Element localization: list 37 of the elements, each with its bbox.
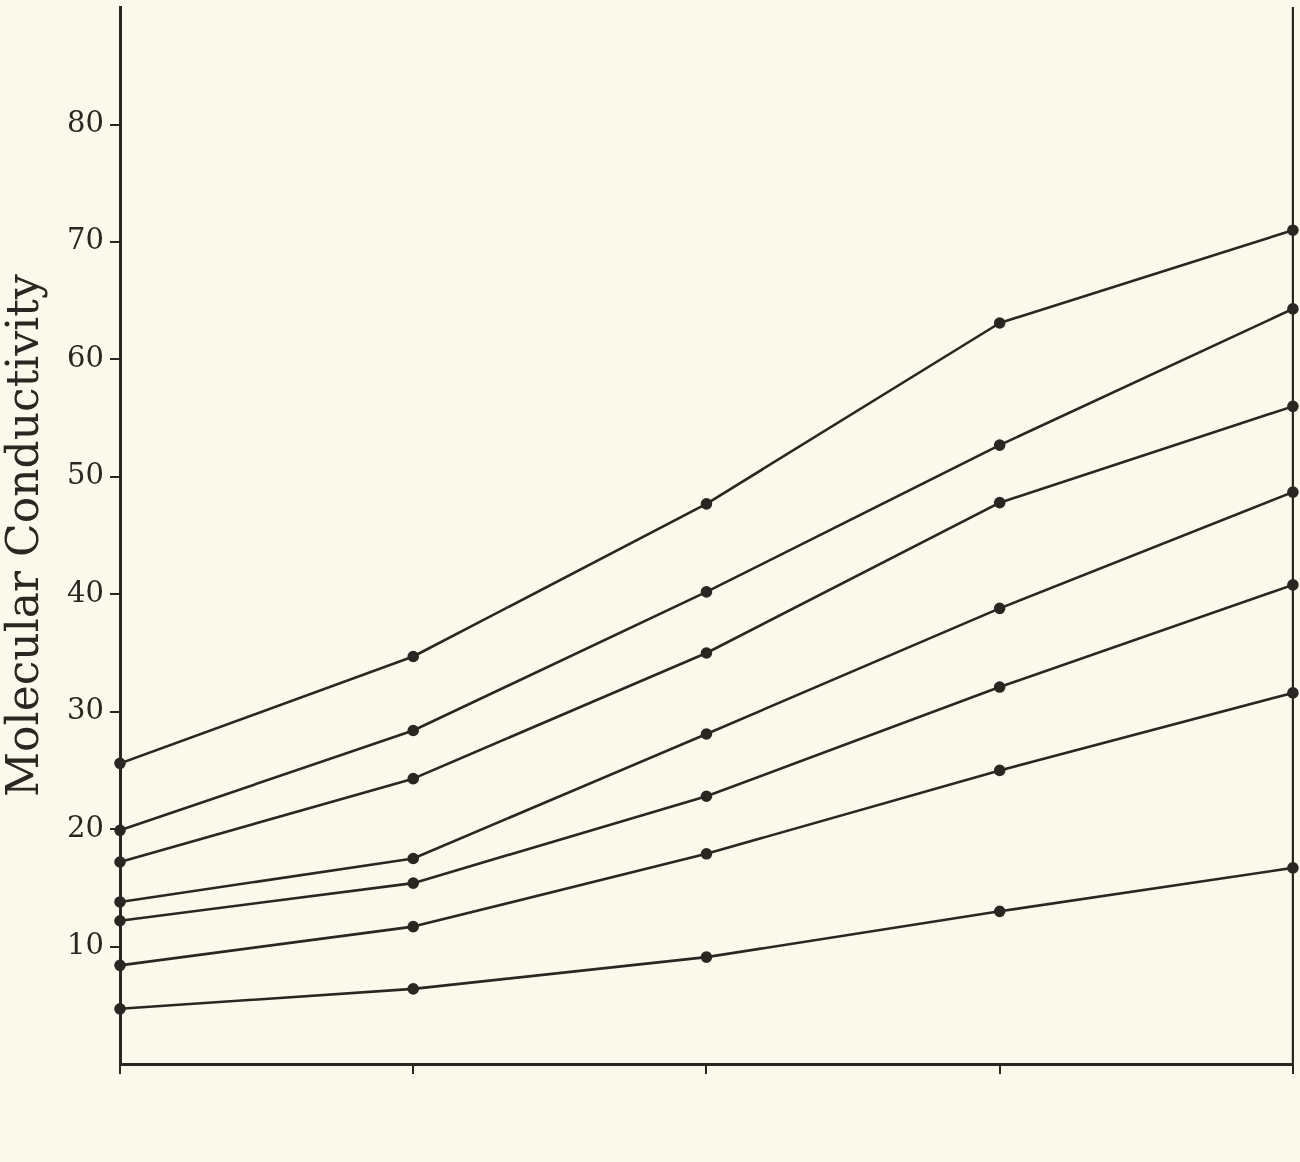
point <box>114 959 126 972</box>
point <box>407 724 420 737</box>
y-tick-label: 20 <box>67 809 104 844</box>
point <box>700 647 713 659</box>
point <box>114 1003 126 1015</box>
y-tick-label: 30 <box>67 692 104 727</box>
point <box>700 847 713 860</box>
point <box>993 681 1006 693</box>
point <box>407 650 420 663</box>
point <box>700 586 713 598</box>
point <box>993 602 1006 615</box>
point <box>993 496 1006 509</box>
point <box>114 824 126 837</box>
point <box>407 852 420 865</box>
point <box>993 764 1006 777</box>
point <box>114 757 126 770</box>
point <box>114 896 126 908</box>
y-axis-title: Molecular Conductivity <box>0 274 48 797</box>
point <box>993 905 1006 918</box>
point <box>407 983 420 995</box>
y-tick-label: 50 <box>67 457 104 492</box>
point <box>700 728 713 740</box>
point <box>700 498 713 510</box>
y-tick-label: 70 <box>67 222 104 257</box>
point <box>114 856 126 868</box>
point <box>407 920 420 933</box>
y-tick-label: 10 <box>67 927 104 962</box>
point <box>993 439 1006 451</box>
point <box>407 772 420 785</box>
point <box>407 877 420 889</box>
y-tick-label: 40 <box>67 574 104 609</box>
point <box>993 317 1006 329</box>
y-tick-label: 80 <box>67 105 104 140</box>
y-tick-label: 60 <box>67 339 104 374</box>
point <box>114 914 126 927</box>
point <box>700 790 713 803</box>
point <box>700 951 713 963</box>
